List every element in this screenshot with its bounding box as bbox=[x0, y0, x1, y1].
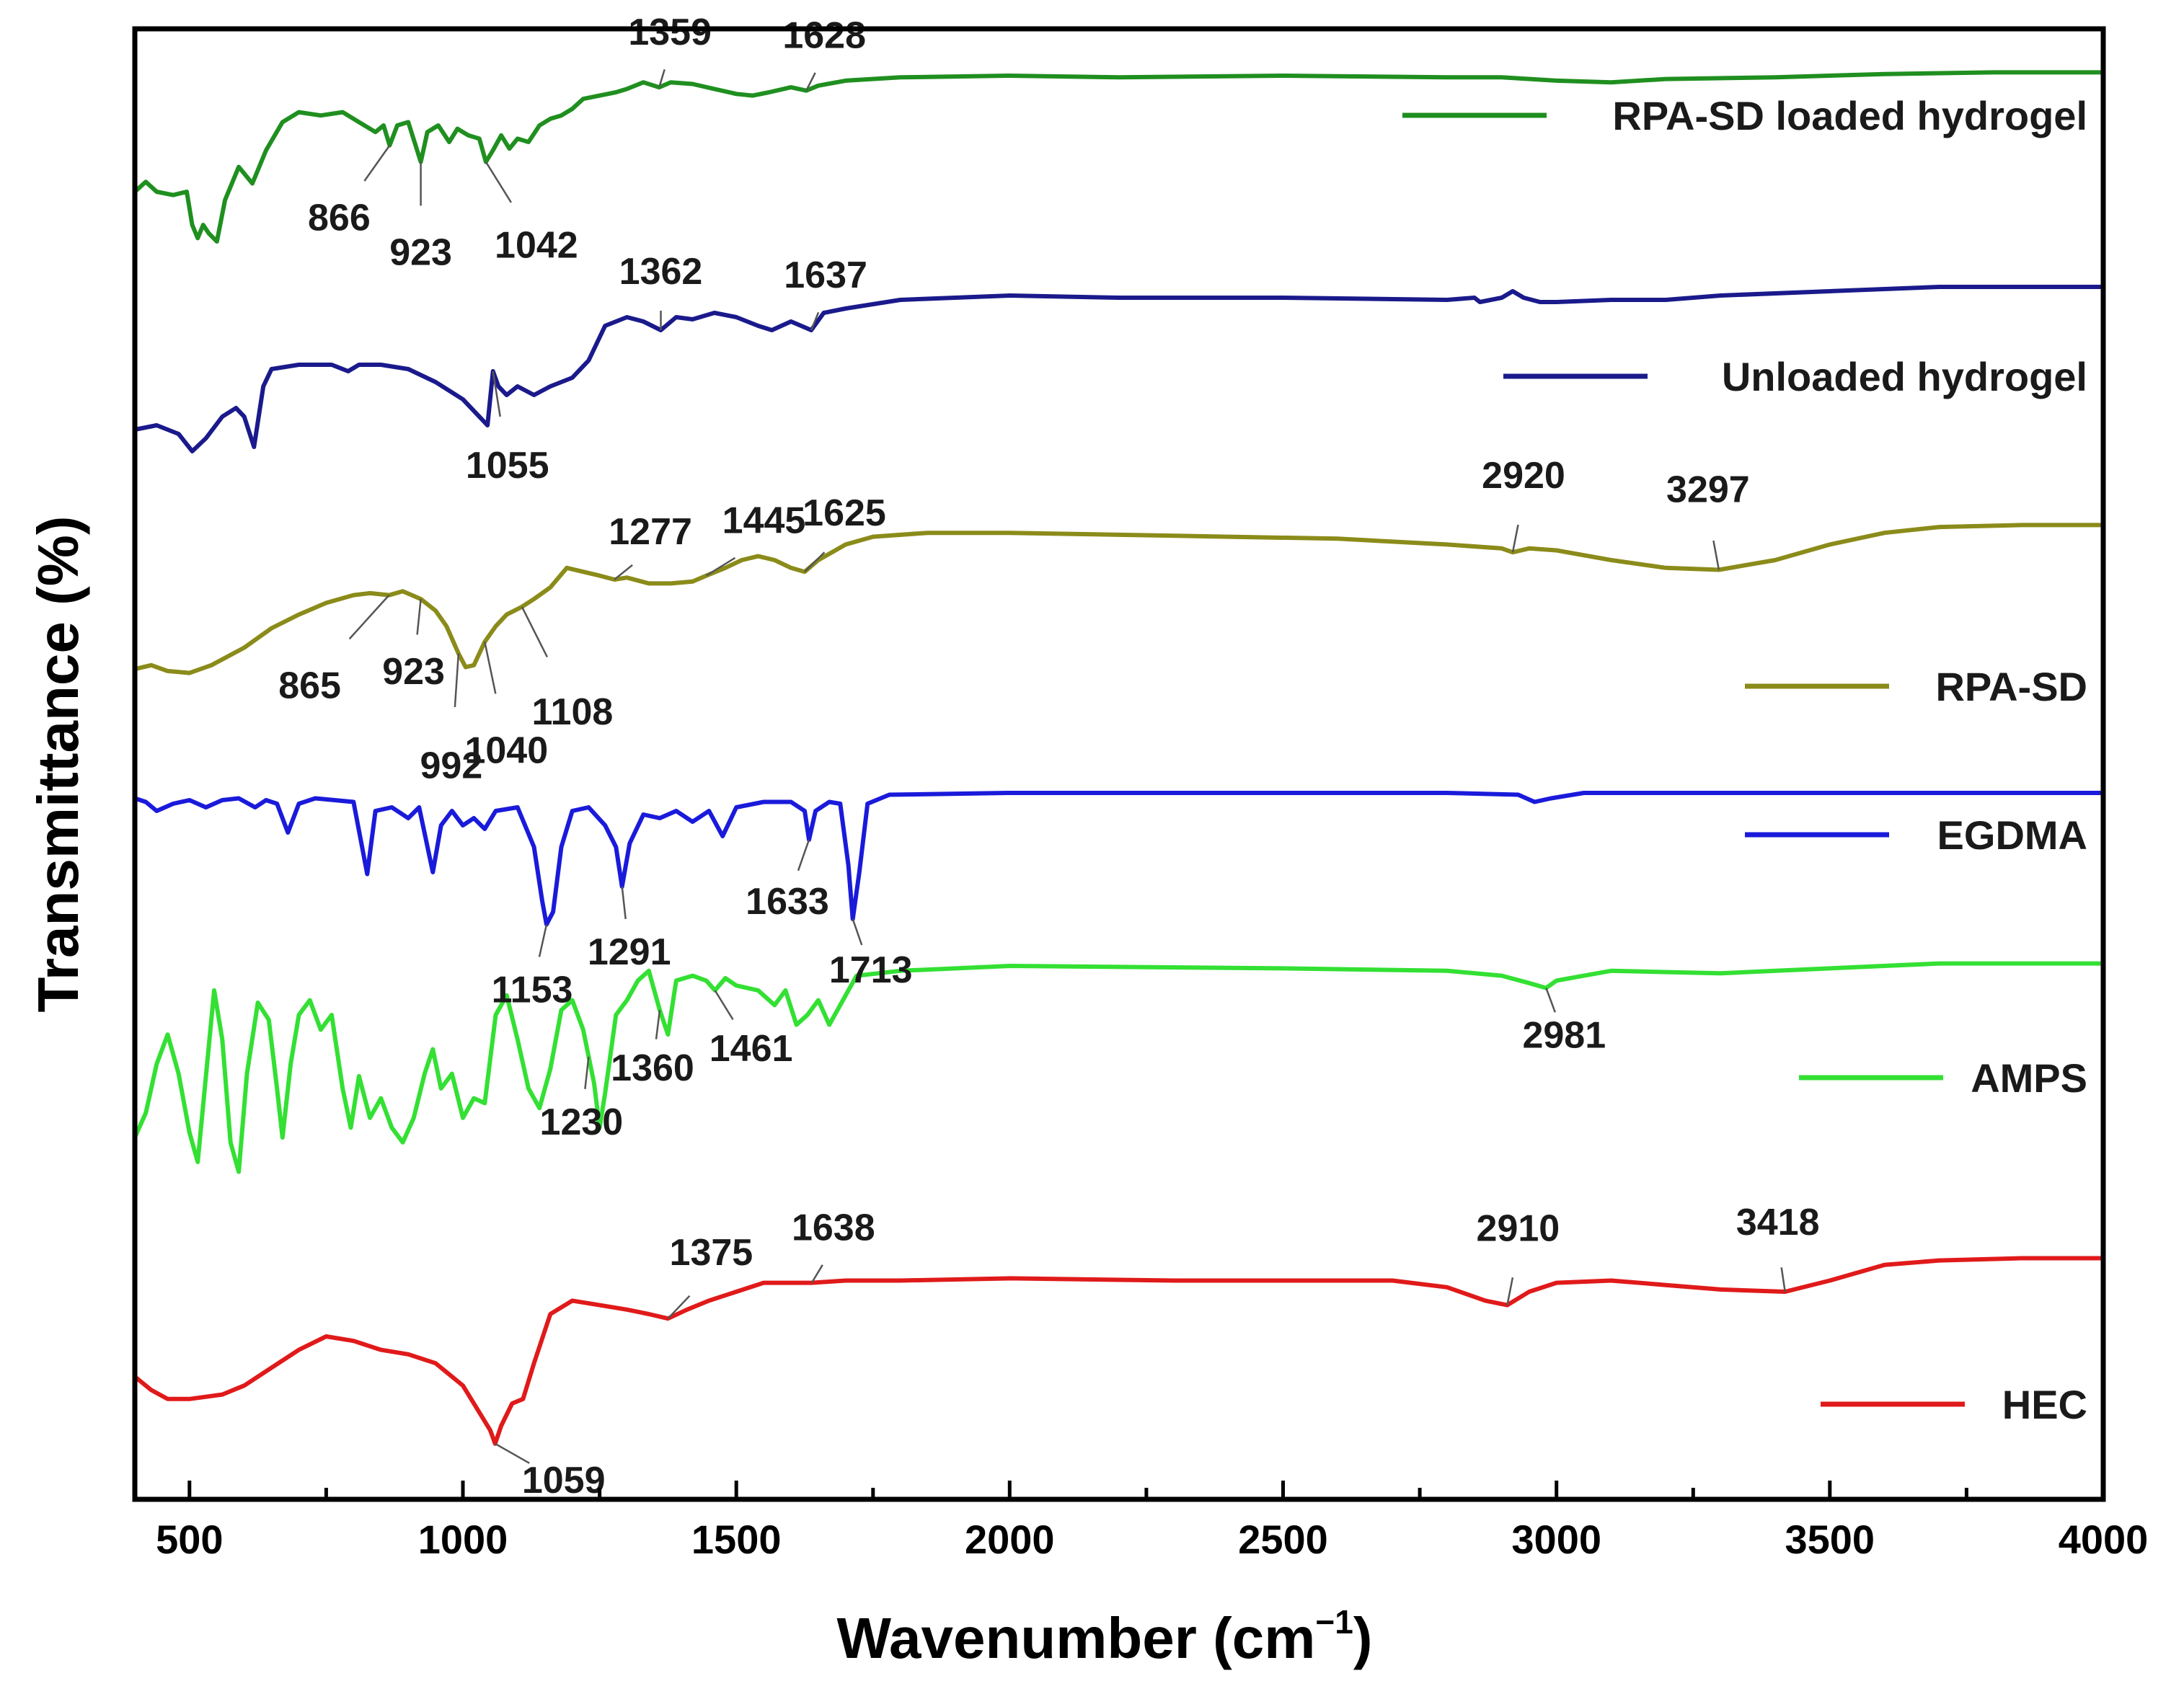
peak-label-unloaded-hydrogel-1637: 1637 bbox=[784, 254, 867, 296]
peak-leader-unloaded-hydrogel-1637 bbox=[810, 311, 820, 331]
peak-label-rpa-sd-loaded-hydrogel-1359: 1359 bbox=[628, 12, 712, 53]
peak-leader-rpa-sd-1040 bbox=[484, 642, 497, 694]
x-axis-title-superscript: −1 bbox=[1315, 1603, 1353, 1641]
peak-label-rpa-sd-1625: 1625 bbox=[803, 492, 886, 534]
peak-leader-egdma-1713 bbox=[852, 918, 863, 946]
peak-label-amps-1461: 1461 bbox=[709, 1028, 793, 1070]
legend-entry-rpa-sd: RPA-SD bbox=[1745, 664, 2087, 709]
peak-leader-unloaded-hydrogel-1055 bbox=[492, 371, 501, 417]
peak-label-rpa-sd-992: 992 bbox=[420, 745, 483, 787]
x-tick-label-2000: 2000 bbox=[965, 1517, 1055, 1562]
peak-label-hec-2910: 2910 bbox=[1477, 1208, 1560, 1250]
x-tick-label-1000: 1000 bbox=[418, 1517, 508, 1562]
peak-leader-rpa-sd-loaded-hydrogel-1628 bbox=[805, 72, 816, 92]
legend-entry-rpa-sd-loaded-hydrogel: RPA-SD loaded hydrogel bbox=[1402, 93, 2087, 138]
plot-frame bbox=[132, 26, 2106, 1502]
peak-label-rpa-sd-865: 865 bbox=[278, 665, 341, 707]
x-axis-title-tail: ) bbox=[1353, 1606, 1373, 1670]
peak-label-hec-1375: 1375 bbox=[670, 1232, 753, 1274]
peak-leader-egdma-1633 bbox=[797, 839, 810, 871]
peak-leader-hec-2910 bbox=[1506, 1277, 1514, 1305]
peak-leader-amps-1360 bbox=[655, 1010, 661, 1039]
peak-leader-rpa-sd-loaded-hydrogel-866 bbox=[363, 144, 391, 182]
y-axis-title: Transmittance (%) bbox=[26, 515, 90, 1012]
series-line-rpa-sd bbox=[133, 523, 2105, 675]
x-ticks: 500 1000 1500 2000 2500 3000 3500 4000 bbox=[156, 1481, 2148, 1562]
legend-entry-hec: HEC bbox=[1821, 1382, 2087, 1427]
series-line-rpa-sd-loaded-hydrogel bbox=[133, 70, 2105, 244]
series-line-unloaded-hydrogel bbox=[133, 285, 2105, 453]
peak-label-rpa-sd-3297: 3297 bbox=[1666, 469, 1750, 511]
peak-label-rpa-sd-1108: 1108 bbox=[531, 691, 613, 733]
peak-leader-amps-2981 bbox=[1545, 988, 1556, 1013]
legend-entry-amps: AMPS bbox=[1799, 1055, 2087, 1101]
peak-leader-rpa-sd-1445 bbox=[705, 556, 736, 577]
x-tick-label-3000: 3000 bbox=[1511, 1517, 1601, 1562]
x-tick-label-1500: 1500 bbox=[691, 1517, 782, 1562]
peak-leader-hec-1638 bbox=[810, 1264, 823, 1284]
peak-leader-egdma-1153 bbox=[538, 924, 548, 957]
peak-leader-hec-1375 bbox=[667, 1295, 691, 1320]
legend-label-hec: HEC bbox=[2002, 1382, 2087, 1427]
peak-leader-rpa-sd-3297 bbox=[1712, 540, 1720, 570]
peak-label-rpa-sd-2920: 2920 bbox=[1482, 455, 1565, 497]
peak-leader-rpa-sd-loaded-hydrogel-1359 bbox=[658, 68, 666, 88]
peak-label-hec-1059: 1059 bbox=[522, 1460, 606, 1501]
peak-label-unloaded-hydrogel-1055: 1055 bbox=[466, 445, 549, 487]
peak-label-amps-1360: 1360 bbox=[611, 1047, 694, 1089]
peak-label-hec-3418: 3418 bbox=[1736, 1202, 1820, 1243]
x-tick-label-3500: 3500 bbox=[1785, 1517, 1875, 1562]
peak-leader-rpa-sd-1108 bbox=[521, 606, 549, 658]
peak-label-rpa-sd-loaded-hydrogel-923: 923 bbox=[389, 232, 452, 274]
legend-entry-unloaded-hydrogel: Unloaded hydrogel bbox=[1503, 354, 2087, 399]
peak-label-rpa-sd-1277: 1277 bbox=[609, 511, 692, 553]
peak-label-rpa-sd-923: 923 bbox=[382, 651, 445, 693]
peak-label-rpa-sd-loaded-hydrogel-866: 866 bbox=[308, 198, 371, 239]
peak-label-rpa-sd-1445: 1445 bbox=[722, 500, 806, 542]
peak-leader-rpa-sd-992 bbox=[454, 653, 460, 707]
peak-label-rpa-sd-loaded-hydrogel-1042: 1042 bbox=[495, 225, 578, 267]
peak-label-hec-1638: 1638 bbox=[792, 1207, 875, 1249]
x-tick-label-500: 500 bbox=[156, 1517, 223, 1562]
legend-label-rpa-sd: RPA-SD bbox=[1935, 664, 2087, 709]
peak-label-egdma-1633: 1633 bbox=[746, 881, 829, 923]
peak-leader-rpa-sd-1277 bbox=[614, 564, 633, 580]
peak-leader-hec-1059 bbox=[495, 1442, 530, 1464]
x-axis-title-text: Wavenumber (cm bbox=[837, 1606, 1316, 1670]
peak-label-egdma-1291: 1291 bbox=[588, 931, 671, 973]
peak-leader-egdma-1291 bbox=[621, 886, 627, 920]
peak-leader-rpa-sd-1625 bbox=[804, 551, 826, 573]
legend-label-unloaded-hydrogel: Unloaded hydrogel bbox=[1722, 354, 2087, 399]
legend-label-amps: AMPS bbox=[1971, 1055, 2087, 1101]
peak-leader-rpa-sd-865 bbox=[348, 594, 390, 640]
legend-layer: RPA-SD loaded hydrogel Unloaded hydrogel R… bbox=[1402, 93, 2087, 1427]
peak-label-amps-1230: 1230 bbox=[540, 1101, 624, 1143]
x-axis-title: Wavenumber (cm−1) bbox=[837, 1603, 1373, 1670]
peak-label-egdma-1713: 1713 bbox=[829, 949, 913, 991]
peak-label-rpa-sd-loaded-hydrogel-1628: 1628 bbox=[782, 15, 866, 57]
peak-leader-hec-3418 bbox=[1780, 1267, 1786, 1292]
peak-label-amps-2981: 2981 bbox=[1522, 1015, 1606, 1057]
series-line-egdma bbox=[133, 791, 2105, 927]
legend-entry-egdma: EGDMA bbox=[1745, 812, 2087, 858]
x-tick-label-2500: 2500 bbox=[1238, 1517, 1328, 1562]
peak-label-egdma-1153: 1153 bbox=[492, 970, 573, 1011]
legend-label-rpa-sd-loaded-hydrogel: RPA-SD loaded hydrogel bbox=[1612, 93, 2087, 138]
peak-leader-rpa-sd-923 bbox=[416, 598, 422, 635]
peak-leader-rpa-sd-2920 bbox=[1511, 524, 1519, 553]
peak-leader-amps-1461 bbox=[714, 990, 734, 1021]
x-tick-label-4000: 4000 bbox=[2059, 1517, 2149, 1562]
peak-label-rpa-sd-1040: 1040 bbox=[464, 729, 548, 771]
peak-leader-amps-1230 bbox=[584, 1056, 590, 1089]
legend-label-egdma: EGDMA bbox=[1937, 812, 2087, 858]
peak-leader-rpa-sd-loaded-hydrogel-1042 bbox=[485, 161, 512, 203]
peak-label-unloaded-hydrogel-1362: 1362 bbox=[619, 251, 703, 293]
series-line-amps bbox=[133, 961, 2105, 1174]
